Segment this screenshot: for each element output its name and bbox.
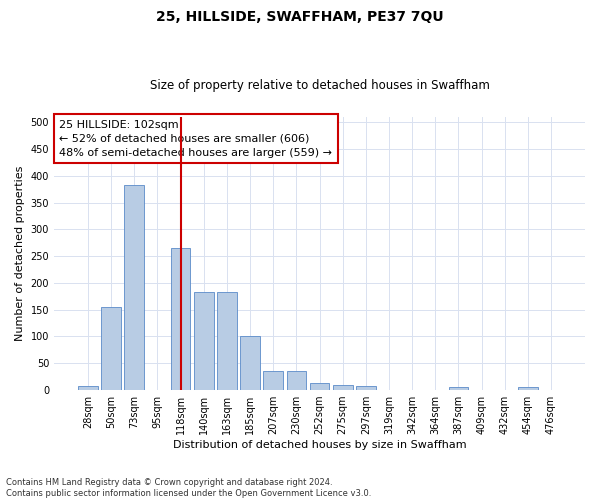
Bar (217, 292, 237, 390)
Text: 25 HILLSIDE: 102sqm
← 52% of detached houses are smaller (606)
48% of semi-detac: 25 HILLSIDE: 102sqm ← 52% of detached ho… (59, 120, 332, 158)
Bar (449, 388, 468, 390)
Y-axis label: Number of detached properties: Number of detached properties (15, 166, 25, 341)
Bar (171, 248, 190, 390)
Bar (310, 383, 329, 390)
Text: 25, HILLSIDE, SWAFFHAM, PE37 7QU: 25, HILLSIDE, SWAFFHAM, PE37 7QU (156, 10, 444, 24)
Bar (518, 388, 538, 390)
Bar (194, 292, 214, 390)
Bar (124, 186, 144, 390)
Bar (333, 384, 353, 390)
Bar (356, 386, 376, 390)
Bar (263, 372, 283, 390)
Bar (240, 336, 260, 390)
Bar (101, 307, 121, 390)
X-axis label: Distribution of detached houses by size in Swaffham: Distribution of detached houses by size … (173, 440, 466, 450)
Bar (78, 386, 98, 390)
Title: Size of property relative to detached houses in Swaffham: Size of property relative to detached ho… (149, 79, 490, 92)
Bar (287, 372, 306, 390)
Text: Contains HM Land Registry data © Crown copyright and database right 2024.
Contai: Contains HM Land Registry data © Crown c… (6, 478, 371, 498)
